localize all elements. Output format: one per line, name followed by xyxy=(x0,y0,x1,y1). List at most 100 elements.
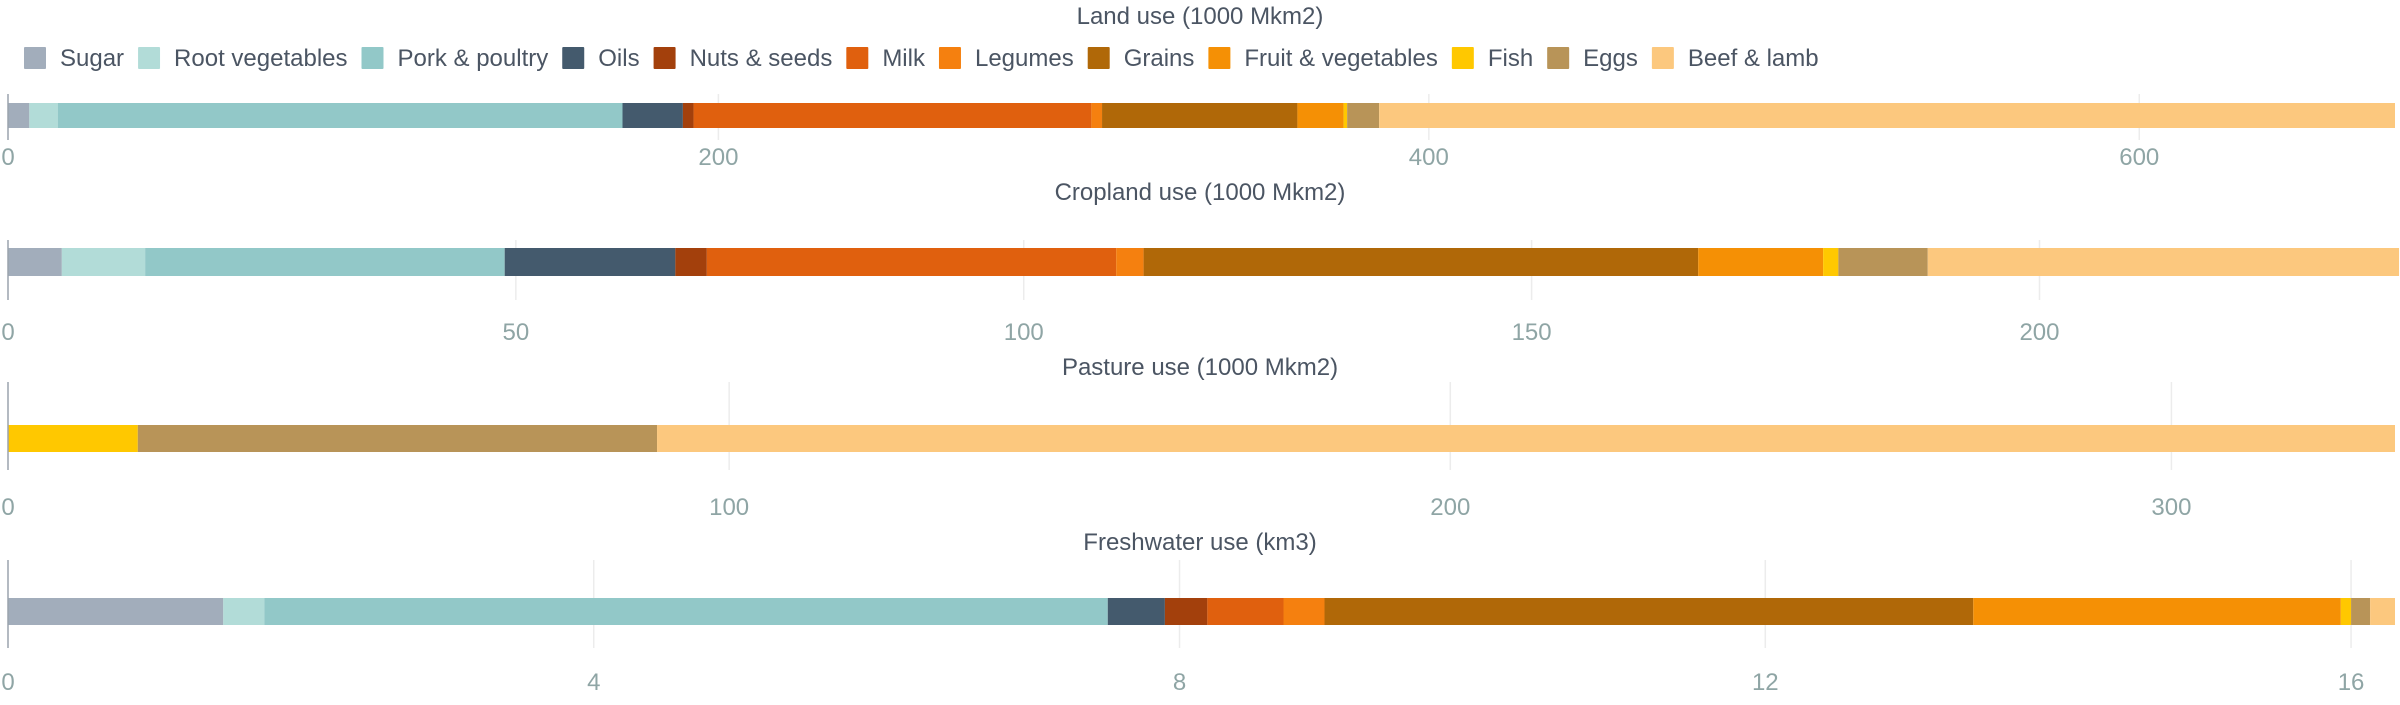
bar-segment-eggs[interactable] xyxy=(137,425,658,452)
legend-item-fish[interactable]: Fish xyxy=(1451,45,1533,72)
bar-segment-nuts-and-seeds[interactable] xyxy=(675,248,707,276)
legend-item-eggs[interactable]: Eggs xyxy=(1547,45,1638,72)
bar-segment-fish[interactable] xyxy=(1343,103,1348,128)
legend-label: Legumes xyxy=(975,45,1074,72)
bar-segment-sugar[interactable] xyxy=(8,248,62,276)
legend-label: Fish xyxy=(1488,45,1533,72)
bar-segment-pork-and-poultry[interactable] xyxy=(264,598,1108,625)
x-tick-label: 200 xyxy=(698,144,738,171)
legend: Sugar Root vegetables Pork & poultry Oils Nu… xyxy=(24,45,1819,72)
legend-swatch xyxy=(653,47,676,69)
bar-segment-pork-and-poultry[interactable] xyxy=(57,103,623,128)
bar-segment-eggs[interactable] xyxy=(2351,598,2371,625)
bar-segment-fish[interactable] xyxy=(1823,248,1839,276)
legend-label: Grains xyxy=(1124,45,1195,72)
x-tick-label: 0 xyxy=(1,494,14,521)
legend-item-legumes[interactable]: Legumes xyxy=(938,45,1074,72)
bar-segment-eggs[interactable] xyxy=(1838,248,1928,276)
x-tick-label: 150 xyxy=(1512,319,1552,346)
legend-item-root-vegetables[interactable]: Root vegetables xyxy=(138,45,348,72)
legend-item-grains[interactable]: Grains xyxy=(1087,45,1195,72)
x-tick-label: 8 xyxy=(1173,669,1186,696)
bar-segment-nuts-and-seeds[interactable] xyxy=(682,103,694,128)
bar-segment-grains[interactable] xyxy=(1143,248,1699,276)
x-tick-label: 0 xyxy=(1,319,14,346)
bar-segment-root-vegetables[interactable] xyxy=(61,248,146,276)
bar-segment-legumes[interactable] xyxy=(1091,103,1103,128)
bar-segment-fruit-and-vegetables[interactable] xyxy=(1698,248,1824,276)
bar-segment-beef-and-lamb[interactable] xyxy=(2370,598,2395,625)
legend-label: Nuts & seeds xyxy=(690,45,833,72)
bar-segment-nuts-and-seeds[interactable] xyxy=(1164,598,1208,625)
bar-segment-grains[interactable] xyxy=(1324,598,1974,625)
legend-item-nuts-and-seeds[interactable]: Nuts & seeds xyxy=(653,45,833,72)
chart-title: Freshwater use (km3) xyxy=(1083,529,1316,556)
bar-segment-fruit-and-vegetables[interactable] xyxy=(1973,598,2341,625)
x-tick-label: 200 xyxy=(1430,494,1470,521)
legend-label: Milk xyxy=(882,45,926,72)
x-tick-label: 400 xyxy=(1409,144,1449,171)
bar-segment-oils[interactable] xyxy=(622,103,683,128)
bar-segment-pork-and-poultry[interactable] xyxy=(145,248,505,276)
bar-segment-eggs[interactable] xyxy=(1347,103,1380,128)
legend-item-milk[interactable]: Milk xyxy=(846,45,926,72)
legend-item-sugar[interactable]: Sugar xyxy=(24,45,124,72)
x-tick-label: 0 xyxy=(1,669,14,696)
chart-title: Pasture use (1000 Mkm2) xyxy=(1062,354,1338,381)
bar-segment-beef-and-lamb[interactable] xyxy=(1379,103,2395,128)
legend-swatch xyxy=(361,47,384,69)
legend-swatch xyxy=(1451,47,1474,69)
bar-segment-beef-and-lamb[interactable] xyxy=(657,425,2395,452)
legend-label: Pork & poultry xyxy=(398,45,549,72)
x-tick-label: 0 xyxy=(1,144,14,171)
legend-swatch xyxy=(24,47,46,69)
chart-panel-pasture-use-1000-mkm2: Pasture use (1000 Mkm2) 0 100 200 300 xyxy=(1,354,2395,521)
legend-item-beef-and-lamb[interactable]: Beef & lamb xyxy=(1651,45,1819,72)
legend-swatch xyxy=(1651,47,1674,69)
legend-swatch xyxy=(1087,47,1110,69)
bar-segment-oils[interactable] xyxy=(504,248,676,276)
bar-segment-sugar[interactable] xyxy=(8,598,224,625)
chart-title: Land use (1000 Mkm2) xyxy=(1077,3,1324,30)
chart-panel-cropland-use-1000-mkm2: Cropland use (1000 Mkm2) 0 50 100 150 200 xyxy=(1,179,2400,346)
bar-segment-fish[interactable] xyxy=(8,425,138,452)
legend-label: Fruit & vegetables xyxy=(1244,45,1437,72)
x-tick-label: 50 xyxy=(503,319,530,346)
legend-item-oils[interactable]: Oils xyxy=(562,45,640,72)
x-tick-label: 100 xyxy=(709,494,749,521)
bar-segment-fish[interactable] xyxy=(2340,598,2352,625)
bar-segment-root-vegetables[interactable] xyxy=(29,103,58,128)
bar-segment-grains[interactable] xyxy=(1102,103,1298,128)
bar-segment-beef-and-lamb[interactable] xyxy=(1927,248,2400,276)
legend-swatch xyxy=(1547,47,1570,69)
legend-label: Eggs xyxy=(1583,45,1638,72)
bar-segment-fruit-and-vegetables[interactable] xyxy=(1297,103,1344,128)
bar-segment-root-vegetables[interactable] xyxy=(223,598,265,625)
x-tick-label: 16 xyxy=(2338,669,2365,696)
bar-segment-oils[interactable] xyxy=(1107,598,1165,625)
bar-segment-milk[interactable] xyxy=(706,248,1117,276)
legend-label: Oils xyxy=(598,45,639,72)
legend-swatch xyxy=(1208,47,1231,69)
legend-label: Sugar xyxy=(60,45,124,72)
x-tick-label: 600 xyxy=(2119,144,2159,171)
legend-swatch xyxy=(562,47,585,69)
x-tick-label: 12 xyxy=(1752,669,1779,696)
bar-segment-legumes[interactable] xyxy=(1283,598,1325,625)
legend-label: Beef & lamb xyxy=(1688,45,1819,72)
bar-segment-legumes[interactable] xyxy=(1116,248,1144,276)
chart-panel-land-use-1000-mkm2: Land use (1000 Mkm2) 0 200 400 600 xyxy=(1,3,2395,171)
legend-item-pork-and-poultry[interactable]: Pork & poultry xyxy=(361,45,549,72)
bar-segment-sugar[interactable] xyxy=(8,103,30,128)
legend-item-fruit-and-vegetables[interactable]: Fruit & vegetables xyxy=(1208,45,1438,72)
legend-swatch xyxy=(138,47,161,69)
legend-swatch xyxy=(938,47,961,69)
x-tick-label: 100 xyxy=(1004,319,1044,346)
bar-segment-milk[interactable] xyxy=(693,103,1092,128)
x-tick-label: 200 xyxy=(2019,319,2059,346)
bar-segment-milk[interactable] xyxy=(1207,598,1284,625)
x-tick-label: 4 xyxy=(587,669,600,696)
